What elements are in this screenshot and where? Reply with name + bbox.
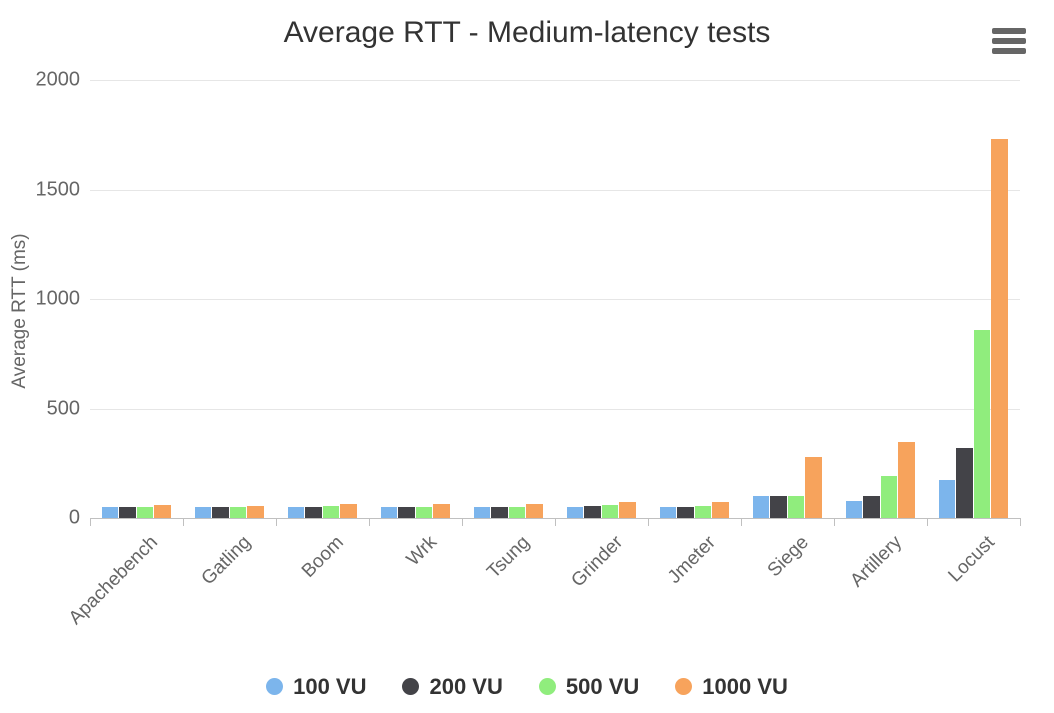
x-tick-label: Jmeter [663,532,720,589]
legend-swatch [266,678,283,695]
bar[interactable] [416,507,433,518]
legend-swatch [675,678,692,695]
y-tick-label: 2000 [20,69,80,92]
legend-item[interactable]: 1000 VU [675,674,788,700]
bar[interactable] [660,507,677,518]
bar[interactable] [991,139,1008,518]
legend-label: 200 VU [429,674,502,700]
x-tick-mark [555,518,556,526]
legend-label: 500 VU [566,674,639,700]
x-tick-mark [1020,518,1021,526]
bar[interactable] [770,496,787,518]
x-tick-label: Apachebench [64,532,162,630]
bar[interactable] [433,504,450,518]
hamburger-bar [992,28,1026,34]
y-tick-label: 0 [20,507,80,530]
bar[interactable] [288,507,305,518]
x-tick-label: Artillery [846,532,906,592]
bar[interactable] [846,501,863,518]
bar[interactable] [712,502,729,518]
bar[interactable] [509,507,526,518]
bar[interactable] [474,507,491,518]
x-tick-mark [462,518,463,526]
x-tick-label: Boom [297,532,348,583]
y-tick-label: 500 [20,397,80,420]
legend-label: 1000 VU [702,674,788,700]
bar[interactable] [340,504,357,518]
x-tick-mark [369,518,370,526]
x-tick-mark [183,518,184,526]
legend-item[interactable]: 500 VU [539,674,639,700]
bar[interactable] [956,448,973,518]
bar[interactable] [619,502,636,518]
bar[interactable] [881,476,898,518]
chart-menu-icon[interactable] [992,24,1026,54]
plot-area: 0500100015002000 [90,80,1020,518]
bar[interactable] [102,507,119,518]
bar[interactable] [974,330,991,518]
y-axis-title: Average RTT (ms) [9,211,31,411]
hamburger-bar [992,38,1026,44]
x-tick-mark [741,518,742,526]
hamburger-bar [992,48,1026,54]
y-tick-label: 1500 [20,178,80,201]
x-axis-labels: ApachebenchGatlingBoomWrkTsungGrinderJme… [90,518,1020,638]
legend-item[interactable]: 200 VU [402,674,502,700]
x-tick-mark [927,518,928,526]
x-tick-mark [648,518,649,526]
bar[interactable] [939,480,956,518]
x-tick-mark [90,518,91,526]
x-tick-mark [834,518,835,526]
bar[interactable] [381,507,398,518]
chart-container: Average RTT - Medium-latency tests Avera… [0,0,1054,713]
bar[interactable] [247,506,264,518]
bar[interactable] [584,506,601,518]
grid-line [90,409,1020,410]
bar[interactable] [230,507,247,518]
x-tick-label: Locust [944,532,999,587]
legend-swatch [402,678,419,695]
bar[interactable] [526,504,543,518]
bar[interactable] [119,507,136,518]
bar[interactable] [567,507,584,518]
legend-item[interactable]: 100 VU [266,674,366,700]
bar[interactable] [195,507,212,518]
x-tick-label: Wrk [402,532,441,571]
bar[interactable] [863,496,880,518]
bar[interactable] [154,505,171,518]
bar[interactable] [602,505,619,518]
grid-line [90,299,1020,300]
bar[interactable] [898,442,915,518]
bar[interactable] [305,507,322,518]
legend-swatch [539,678,556,695]
x-tick-label: Tsung [482,532,534,584]
bar[interactable] [753,496,770,518]
bar[interactable] [788,496,805,518]
legend-label: 100 VU [293,674,366,700]
bar[interactable] [677,507,694,518]
bar[interactable] [695,506,712,518]
grid-line [90,80,1020,81]
legend: 100 VU 200 VU 500 VU 1000 VU [0,674,1054,702]
bar[interactable] [398,507,415,518]
bar[interactable] [323,506,340,518]
x-tick-label: Siege [763,532,813,582]
x-tick-label: Gatling [197,532,255,590]
bar[interactable] [137,507,154,518]
bar[interactable] [212,507,229,518]
bar[interactable] [805,457,822,518]
x-tick-mark [276,518,277,526]
chart-title: Average RTT - Medium-latency tests [0,16,1054,50]
x-tick-label: Grinder [567,532,627,592]
grid-line [90,190,1020,191]
y-tick-label: 1000 [20,288,80,311]
bar[interactable] [491,507,508,518]
